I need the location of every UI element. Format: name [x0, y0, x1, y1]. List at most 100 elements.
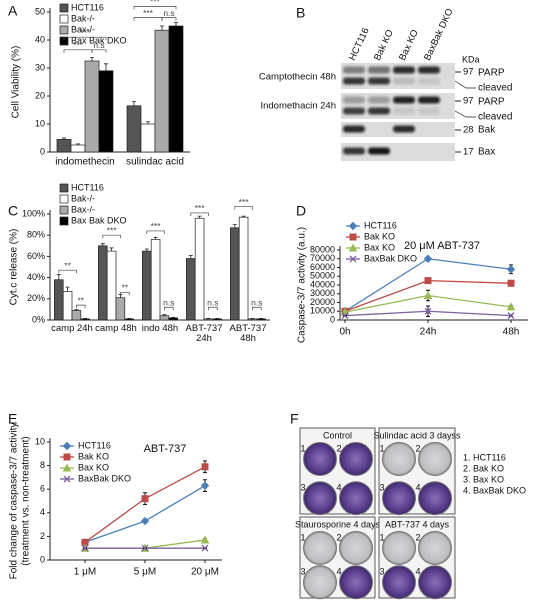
bar: [142, 250, 152, 321]
blot-band: [393, 125, 415, 133]
x-tick-label: 5 μM: [134, 567, 156, 578]
well: [418, 531, 452, 565]
well: [418, 565, 452, 600]
y-tick-label: 50: [35, 6, 45, 16]
legend-label: Bax-/-: [71, 204, 95, 214]
well-number: 3: [300, 483, 305, 493]
y-tick-label: 60000: [310, 262, 335, 272]
colony-assay: F Control 1 2 3 4 Sulindac acid 3 dayss 1 2 3 4 Sta…: [290, 411, 526, 600]
significance-bracket: [161, 17, 177, 21]
x-tick-label: 48h: [503, 327, 520, 338]
x-tick-label: ABT-737 24h: [185, 323, 223, 344]
bar: [194, 217, 205, 321]
plate-legend: 1. HCT116: [463, 452, 506, 462]
bar: [115, 297, 126, 321]
error-bar: [250, 318, 255, 319]
significance-bracket: [91, 49, 107, 53]
error-bar: [76, 143, 80, 145]
marker: [63, 475, 71, 483]
y-tick-label: 40: [35, 34, 45, 44]
well-number: 3: [379, 567, 384, 577]
y-tick-label: 0: [330, 314, 335, 324]
error-bar: [56, 274, 61, 280]
y-tick-label: 80%: [27, 230, 45, 240]
well-number: 1: [300, 532, 305, 542]
y-axis-label: Caspase-3/7 activity (a.u.): [297, 227, 308, 343]
y-axis-label: Cyt.c release (%): [9, 229, 20, 306]
marker: [141, 495, 149, 503]
y-tick-label: 8: [40, 460, 45, 470]
legend-swatch: [59, 205, 69, 215]
well: [382, 565, 416, 600]
significance-label: n.s: [207, 298, 218, 308]
well-number: 1: [379, 532, 384, 542]
error-bar: [206, 318, 211, 319]
y-axis-label: Cell Viability (%): [11, 46, 22, 119]
marker: [348, 243, 358, 252]
error-bar: [144, 248, 149, 252]
well-number: 3: [300, 567, 305, 577]
size-marker: 17: [463, 147, 474, 158]
significance-label: **: [77, 295, 84, 305]
blot-band: [343, 77, 365, 85]
significance-bracket: [76, 304, 86, 309]
y-tick-label: 0%: [32, 314, 45, 324]
blot-band: [368, 77, 390, 85]
significance-label: ***: [107, 225, 118, 235]
panel-label: C: [8, 203, 18, 219]
y-tick-label: 0: [40, 146, 45, 156]
row-label: Camptothecin 48h: [259, 72, 336, 83]
bar: [80, 318, 90, 321]
y-tick-label: 50000: [310, 271, 335, 281]
panel-label: E: [8, 411, 17, 427]
blot-band: [393, 96, 415, 104]
significance-bracket: [133, 17, 163, 21]
lane-label: BaxBak DKO: [422, 7, 456, 62]
well: [303, 481, 337, 516]
y-tick-label: 100%: [22, 208, 45, 218]
bar: [56, 139, 72, 153]
blot-band: [418, 96, 440, 104]
significance-label: ***: [150, 0, 161, 7]
plate-title: Control: [323, 430, 352, 440]
blot-band: [343, 107, 365, 115]
x-tick-label: indomethecin: [55, 157, 114, 168]
legend-swatch: [59, 25, 69, 35]
significance-bracket: [208, 306, 218, 311]
bar: [70, 144, 86, 153]
significance-label: n.s: [163, 298, 174, 308]
x-tick-label: 1 μM: [74, 567, 96, 578]
marker: [507, 279, 515, 287]
band-pointer: [454, 110, 476, 118]
significance-bracket: [164, 306, 174, 311]
panel-label: B: [296, 5, 305, 21]
blot-band: [368, 107, 390, 115]
significance-label: **: [64, 260, 71, 270]
marker: [201, 544, 209, 552]
well-number: 2: [415, 532, 420, 542]
significance-bracket: [120, 292, 130, 296]
blot-band: [343, 125, 365, 133]
error-bar: [127, 318, 132, 319]
well-number: 1: [300, 443, 305, 453]
blot-band: [368, 96, 390, 104]
well-number: 4: [415, 483, 420, 493]
y-tick-label: 20000: [310, 297, 335, 307]
bar: [238, 216, 249, 321]
well-number: 2: [336, 532, 341, 542]
x-tick-label: 0h: [339, 327, 350, 338]
western-blot: B HCT116 Bak KO Bax KO BaxBak DKO KDa Camptoth…: [259, 5, 512, 161]
band-label: cleaved: [478, 112, 512, 123]
legend-label: Bax-/-: [71, 24, 95, 34]
y-tick-label: 80000: [310, 244, 335, 254]
legend-label: Bax Bak DKO: [71, 35, 127, 45]
well: [303, 565, 337, 600]
y-tick-label: 0: [40, 554, 45, 564]
significance-label: ***: [143, 8, 154, 18]
marker: [424, 277, 432, 285]
plate-title: Sulindac acid 3 dayss: [373, 430, 461, 440]
well-number: 1: [379, 443, 384, 453]
error-bar: [109, 247, 114, 252]
annotation: 20 μM ABT-737: [404, 240, 480, 252]
